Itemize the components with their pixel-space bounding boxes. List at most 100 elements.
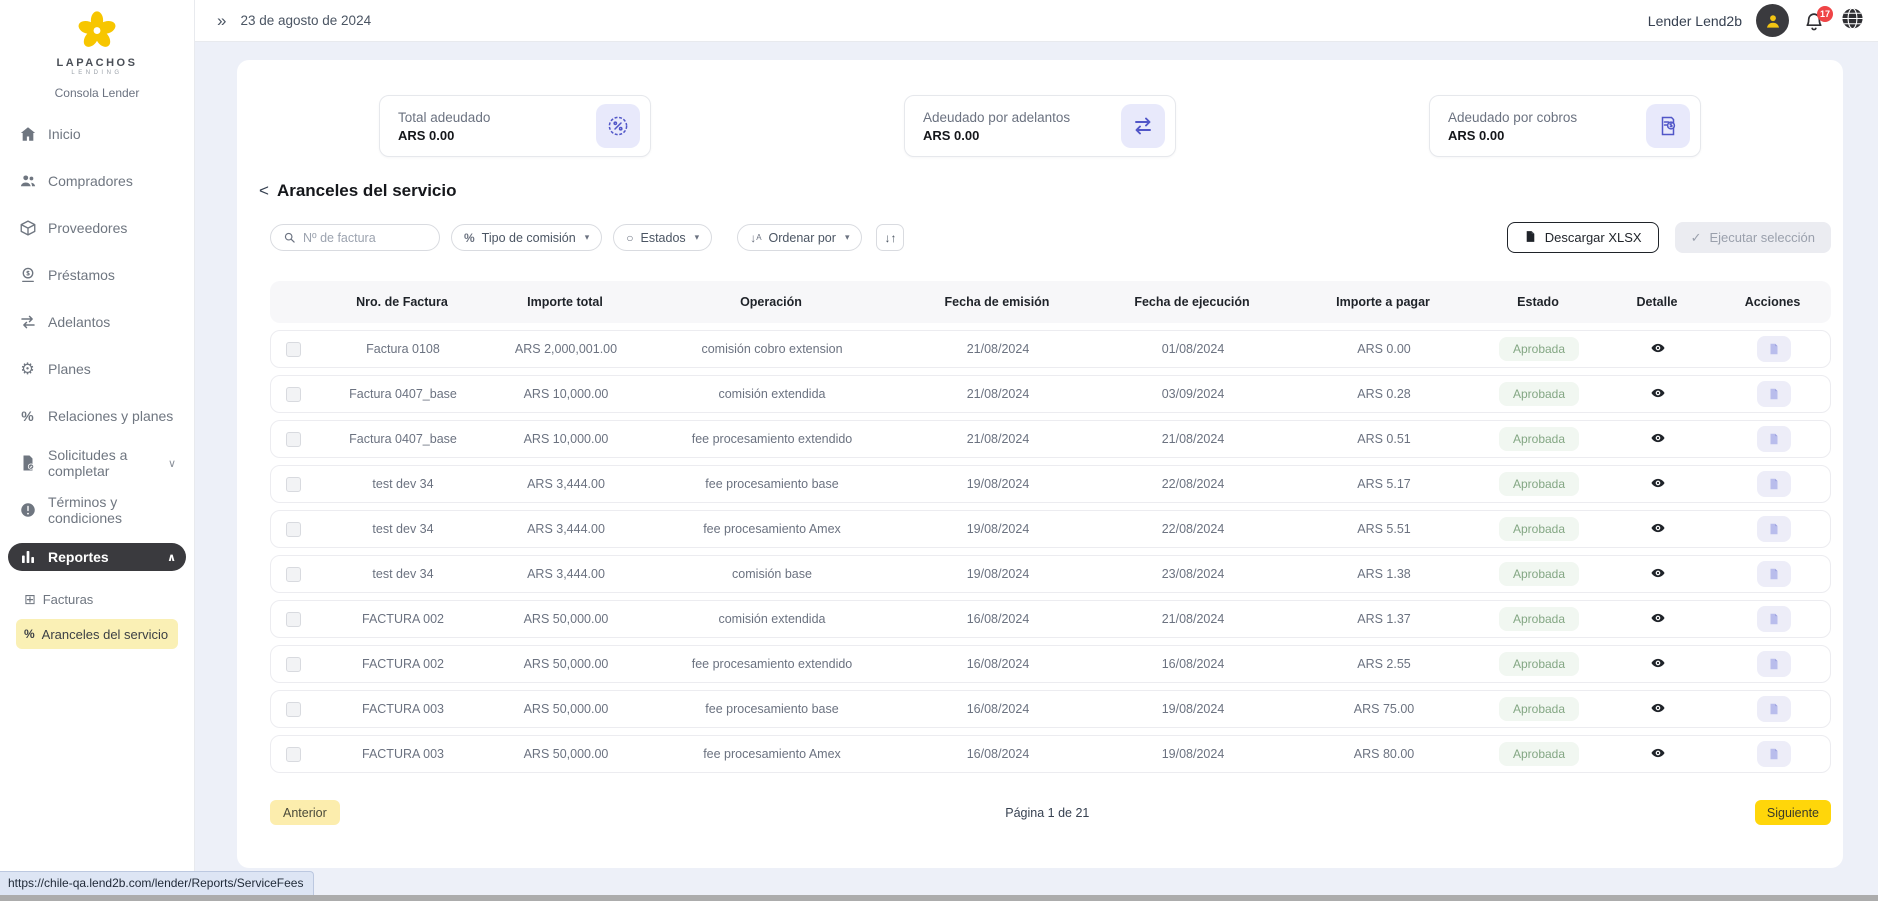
table-row: FACTURA 002 ARS 50,000.00 comisión exten… bbox=[270, 600, 1831, 638]
row-action-document-button[interactable] bbox=[1756, 606, 1791, 632]
sidebar-item-inicio[interactable]: Inicio bbox=[8, 120, 186, 148]
download-xlsx-button[interactable]: Descargar XLSX bbox=[1506, 222, 1659, 253]
column-header: Fecha de ejecución bbox=[1134, 295, 1250, 309]
eye-detail-icon[interactable] bbox=[1650, 430, 1666, 446]
sidebar-item-terminos[interactable]: Términos y condiciones bbox=[8, 494, 186, 526]
states-dropdown[interactable]: ○ Estados ▾ bbox=[613, 224, 713, 251]
row-action-document-button[interactable] bbox=[1756, 561, 1791, 587]
row-action-document-button[interactable] bbox=[1756, 696, 1791, 722]
cell-execution-date: 23/08/2024 bbox=[1161, 567, 1225, 581]
sidebar-item-adelantos[interactable]: Adelantos bbox=[8, 308, 186, 336]
sidebar-item-reportes[interactable]: Reportes ∧ bbox=[8, 543, 186, 571]
chevron-down-icon: ∨ bbox=[167, 457, 176, 470]
eye-detail-icon[interactable] bbox=[1650, 385, 1666, 401]
cell-invoice-number: test dev 34 bbox=[372, 522, 434, 536]
sidebar-item-label: Términos y condiciones bbox=[48, 494, 122, 526]
sidebar-item-solicitudes[interactable]: Solicitudes a completar ∨ bbox=[8, 447, 186, 479]
row-checkbox[interactable] bbox=[285, 386, 301, 402]
topbar: » 23 de agosto de 2024 Lender Lend2b 17 bbox=[195, 0, 1878, 42]
eye-detail-icon[interactable] bbox=[1650, 340, 1666, 356]
eye-detail-icon[interactable] bbox=[1650, 745, 1666, 761]
order-by-dropdown[interactable]: ↓ A Ordenar por ▾ bbox=[737, 224, 863, 251]
sidebar-item-relaciones[interactable]: % Relaciones y planes bbox=[8, 402, 186, 430]
row-action-document-button[interactable] bbox=[1756, 516, 1791, 542]
row-action-document-button[interactable] bbox=[1756, 381, 1791, 407]
row-checkbox[interactable] bbox=[285, 566, 301, 582]
row-checkbox[interactable] bbox=[285, 701, 301, 717]
sidebar-subitem-aranceles[interactable]: % Aranceles del servicio bbox=[16, 619, 178, 649]
button-label: Ejecutar selección bbox=[1709, 230, 1816, 245]
bottom-edge-strip bbox=[0, 895, 1878, 901]
sidebar-item-label: Préstamos bbox=[48, 267, 115, 283]
row-checkbox[interactable] bbox=[285, 431, 301, 447]
language-globe-icon[interactable] bbox=[1841, 7, 1864, 35]
dropdown-label: Ordenar por bbox=[768, 230, 836, 245]
cell-execution-date: 19/08/2024 bbox=[1161, 702, 1225, 716]
row-checkbox[interactable] bbox=[285, 611, 301, 627]
row-checkbox[interactable] bbox=[285, 656, 301, 672]
row-action-document-button[interactable] bbox=[1756, 651, 1791, 677]
cell-invoice-number: FACTURA 002 bbox=[362, 612, 444, 626]
eye-detail-icon[interactable] bbox=[1650, 475, 1666, 491]
notifications-bell-icon[interactable]: 17 bbox=[1803, 5, 1833, 34]
cell-operation: comisión base bbox=[732, 567, 812, 581]
commission-type-dropdown[interactable]: % Tipo de comisión ▾ bbox=[451, 224, 603, 251]
cell-amount-to-pay: ARS 5.17 bbox=[1357, 477, 1411, 491]
row-checkbox[interactable] bbox=[285, 341, 301, 357]
cell-operation: fee procesamiento Amex bbox=[703, 747, 841, 761]
sidebar-item-label: Proveedores bbox=[48, 220, 128, 236]
sidebar-collapse-icon[interactable]: » bbox=[217, 10, 227, 30]
eye-detail-icon[interactable] bbox=[1650, 700, 1666, 716]
sidebar-subitem-facturas[interactable]: ⊞ Facturas bbox=[16, 584, 178, 614]
row-checkbox[interactable] bbox=[285, 521, 301, 537]
card-amount: ARS 0.00 bbox=[923, 127, 980, 143]
sidebar-item-compradores[interactable]: Compradores bbox=[8, 167, 186, 195]
row-action-document-button[interactable] bbox=[1756, 426, 1791, 452]
sidebar-item-prestamos[interactable]: Préstamos bbox=[8, 261, 186, 289]
transfer-arrows-icon bbox=[1121, 104, 1165, 148]
status-badge: Aprobada bbox=[1498, 562, 1580, 586]
avatar[interactable] bbox=[1756, 4, 1789, 37]
table-row: test dev 34 ARS 3,444.00 fee procesamien… bbox=[270, 465, 1831, 503]
cell-execution-date: 22/08/2024 bbox=[1161, 477, 1225, 491]
eye-detail-icon[interactable] bbox=[1650, 655, 1666, 671]
table-row: FACTURA 003 ARS 50,000.00 fee procesamie… bbox=[270, 690, 1831, 728]
execute-selection-button[interactable]: ✓ Ejecutar selección bbox=[1674, 222, 1831, 253]
cell-operation: fee procesamiento extendido bbox=[691, 432, 853, 446]
cell-invoice-number: test dev 34 bbox=[372, 567, 434, 581]
column-header: Acciones bbox=[1744, 295, 1801, 309]
status-badge: Aprobada bbox=[1498, 742, 1580, 766]
status-badge: Aprobada bbox=[1498, 472, 1580, 496]
invoice-search[interactable] bbox=[270, 224, 440, 251]
sidebar-item-planes[interactable]: ⚙ Planes bbox=[8, 355, 186, 383]
cell-invoice-number: Factura 0407_base bbox=[349, 387, 457, 401]
sort-direction-button[interactable]: ↓↑ bbox=[876, 224, 905, 251]
row-action-document-button[interactable] bbox=[1756, 741, 1791, 767]
cell-invoice-number: Factura 0108 bbox=[366, 342, 440, 356]
previous-page-button[interactable]: Anterior bbox=[270, 800, 340, 825]
row-action-document-button[interactable] bbox=[1756, 471, 1791, 497]
row-checkbox[interactable] bbox=[285, 476, 301, 492]
column-header: Nro. de Factura bbox=[356, 295, 448, 309]
column-header: Fecha de emisión bbox=[944, 295, 1050, 309]
row-checkbox[interactable] bbox=[285, 746, 301, 762]
sidebar-item-proveedores[interactable]: Proveedores bbox=[8, 214, 186, 242]
eye-detail-icon[interactable] bbox=[1650, 520, 1666, 536]
cell-amount-to-pay: ARS 5.51 bbox=[1357, 522, 1411, 536]
users-icon bbox=[18, 172, 37, 191]
invoice-search-input[interactable] bbox=[303, 230, 413, 245]
back-chevron-icon[interactable]: < bbox=[259, 181, 269, 200]
row-action-document-button[interactable] bbox=[1756, 336, 1791, 362]
file-icon bbox=[1524, 229, 1537, 247]
next-page-button[interactable]: Siguiente bbox=[1754, 800, 1831, 825]
column-header: Estado bbox=[1517, 295, 1559, 309]
table-row: Factura 0108 ARS 2,000,001.00 comisión c… bbox=[270, 330, 1831, 368]
cell-amount-to-pay: ARS 1.37 bbox=[1357, 612, 1411, 626]
cell-total-amount: ARS 2,000,001.00 bbox=[514, 342, 618, 356]
column-header: Importe a pagar bbox=[1336, 295, 1430, 309]
eye-detail-icon[interactable] bbox=[1650, 610, 1666, 626]
table-body: Factura 0108 ARS 2,000,001.00 comisión c… bbox=[270, 330, 1831, 773]
eye-detail-icon[interactable] bbox=[1650, 565, 1666, 581]
package-icon bbox=[18, 219, 37, 238]
column-header: Importe total bbox=[527, 295, 603, 309]
